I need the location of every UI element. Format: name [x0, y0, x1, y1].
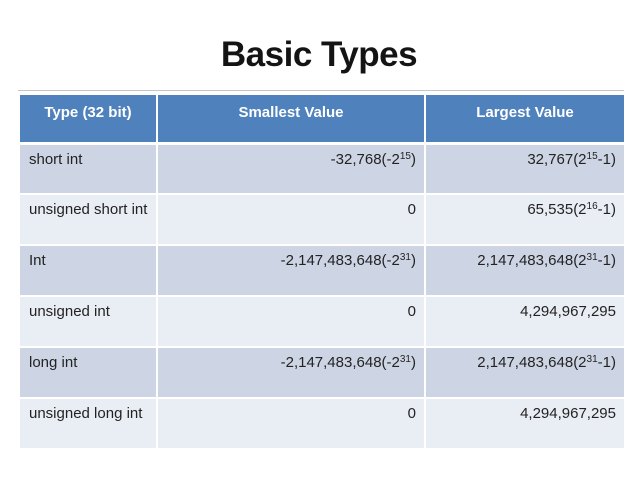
cell-type: unsigned int	[18, 295, 158, 348]
basic-types-table: Type (32 bit) Smallest Value Largest Val…	[18, 93, 626, 450]
value-superscript: 31	[586, 354, 598, 365]
basic-types-table-container: Type (32 bit) Smallest Value Largest Val…	[18, 90, 626, 450]
cell-smallest-value: -32,768(-215)	[156, 142, 426, 195]
value-text: -1)	[597, 201, 616, 218]
header-row: Type (32 bit) Smallest Value Largest Val…	[18, 93, 626, 145]
column-header-smallest-value: Smallest Value	[156, 93, 426, 145]
table-row-unsigned-int: unsigned int 0 4,294,967,295	[18, 295, 626, 348]
cell-largest-value: 65,535(216-1)	[424, 193, 626, 246]
value-text: -1)	[597, 252, 616, 269]
value-text: 4,294,967,295	[520, 405, 616, 422]
cell-largest-value: 32,767(215-1)	[424, 142, 626, 195]
table-row-int: Int -2,147,483,648(-231) 2,147,483,648(2…	[18, 244, 626, 297]
value-text: -1)	[597, 354, 616, 371]
value-superscript: 16	[586, 201, 598, 212]
value-text: 32,767(2	[527, 150, 587, 168]
value-superscript: 15	[399, 150, 411, 162]
value-text: -1)	[597, 150, 616, 168]
value-text: -2,147,483,648(-2	[280, 252, 400, 269]
table-row-long-int: long int -2,147,483,648(-231) 2,147,483,…	[18, 346, 626, 399]
value-superscript: 15	[586, 150, 598, 162]
cell-smallest-value: 0	[156, 193, 426, 246]
column-header-largest-value: Largest Value	[424, 93, 626, 145]
table-row-unsigned-long-int: unsigned long int 0 4,294,967,295	[18, 397, 626, 450]
value-superscript: 31	[586, 252, 598, 263]
cell-smallest-value: -2,147,483,648(-231)	[156, 346, 426, 399]
cell-type: unsigned long int	[18, 397, 158, 450]
cell-largest-value: 2,147,483,648(231-1)	[424, 346, 626, 399]
value-text: 2,147,483,648(2	[477, 252, 587, 269]
cell-type: Int	[18, 244, 158, 297]
cell-smallest-value: 0	[156, 397, 426, 450]
table-header: Type (32 bit) Smallest Value Largest Val…	[18, 93, 626, 145]
cell-type: short int	[18, 142, 158, 195]
column-header-type: Type (32 bit)	[18, 93, 158, 145]
value-text: 0	[407, 201, 416, 218]
cell-type: unsigned short int	[18, 193, 158, 246]
value-superscript: 31	[399, 252, 411, 263]
value-text: 4,294,967,295	[520, 303, 616, 320]
value-text: 0	[407, 303, 416, 320]
cell-type: long int	[18, 346, 158, 399]
table-row-short-int: short int -32,768(-215) 32,767(215-1)	[18, 142, 626, 195]
cell-largest-value: 2,147,483,648(231-1)	[424, 244, 626, 297]
value-text: )	[411, 354, 416, 371]
value-text: 2,147,483,648(2	[477, 354, 587, 371]
cell-largest-value: 4,294,967,295	[424, 397, 626, 450]
value-text: )	[411, 150, 416, 168]
cell-smallest-value: 0	[156, 295, 426, 348]
cell-largest-value: 4,294,967,295	[424, 295, 626, 348]
value-text: 65,535(2	[527, 201, 587, 218]
value-text: -32,768(-2	[330, 150, 400, 168]
table-row-unsigned-short-int: unsigned short int 0 65,535(216-1)	[18, 193, 626, 246]
slide-title: Basic Types	[220, 35, 418, 74]
value-text: 0	[407, 405, 416, 422]
value-superscript: 31	[399, 354, 411, 365]
value-text: -2,147,483,648(-2	[280, 354, 400, 371]
value-text: )	[411, 252, 416, 269]
cell-smallest-value: -2,147,483,648(-231)	[156, 244, 426, 297]
table-body: short int -32,768(-215) 32,767(215-1) un…	[18, 142, 626, 450]
